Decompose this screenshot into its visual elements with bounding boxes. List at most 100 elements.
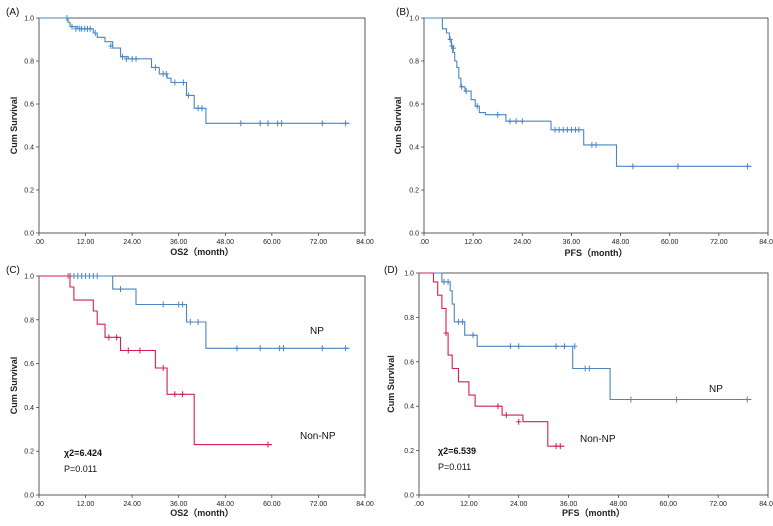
y-tick-label: 0.6 — [409, 102, 419, 109]
censor-mark — [257, 120, 263, 127]
x-tick-label: .00 — [34, 501, 44, 508]
plot-frame — [423, 17, 769, 234]
x-tick-label: 84.00 — [759, 239, 773, 246]
censor-mark — [137, 347, 143, 354]
censor-mark — [199, 105, 205, 112]
x-tick-label: .00 — [34, 239, 44, 246]
censor-mark — [319, 345, 325, 352]
y-tick-label: 0.6 — [24, 102, 34, 109]
y-tick-label: 1.0 — [404, 271, 414, 278]
km-panel-4: (D) 0.0 0.2 0.4 0.6 0.8 1.0 .00 12.00 24.00 36.00 4… — [384, 265, 773, 518]
censor-mark — [513, 118, 519, 125]
censor-mark — [234, 345, 240, 352]
x-tick-label: 84.00 — [356, 239, 374, 246]
censor-mark — [281, 345, 286, 352]
censor-mark — [460, 318, 466, 325]
censor-mark — [125, 347, 131, 354]
panel-label: (B) — [396, 7, 409, 18]
x-tick-label: 36.00 — [170, 501, 188, 508]
censor-mark — [553, 343, 559, 350]
censor-mark — [64, 15, 70, 21]
x-tick-label: 12.00 — [77, 501, 95, 508]
censor-mark — [470, 332, 476, 339]
y-tick-label: 0.6 — [404, 359, 414, 366]
y-axis-label: Cum Survival — [9, 357, 19, 415]
censor-mark — [119, 53, 125, 60]
x-tick-label: 72.00 — [710, 239, 728, 246]
censor-mark — [257, 345, 263, 352]
censor-mark — [123, 55, 129, 62]
censor-mark — [114, 334, 120, 341]
censor-mark — [118, 286, 123, 293]
survival-curve-non-np — [419, 272, 565, 447]
censor-mark — [180, 301, 186, 308]
x-tick-label: 24.00 — [123, 239, 141, 246]
y-tick-label: 0.0 — [404, 493, 414, 500]
y-axis-label: Cum Survival — [9, 97, 19, 155]
censor-mark — [133, 55, 139, 62]
panel-label: (C) — [6, 265, 20, 276]
chi-square-annotation: χ2=6.539 — [438, 446, 476, 456]
censor-mark — [495, 403, 501, 410]
censor-mark — [628, 396, 634, 403]
y-axis-label: Cum Survival — [393, 97, 403, 155]
x-tick-label: .00 — [414, 501, 424, 508]
x-tick-label: 84.00 — [759, 501, 773, 508]
censor-mark — [557, 443, 563, 450]
series-label: Non-NP — [580, 434, 616, 445]
censor-mark — [160, 301, 166, 308]
censor-mark — [343, 345, 349, 352]
y-tick-label: 1.0 — [24, 16, 34, 23]
y-tick-label: 0.2 — [409, 188, 419, 195]
censor-mark — [172, 391, 178, 398]
censor-mark — [675, 163, 681, 170]
censor-mark — [69, 23, 75, 30]
y-tick-label: 0.8 — [24, 317, 34, 324]
series-label: Non-NP — [300, 431, 336, 442]
censor-mark — [561, 343, 567, 350]
y-tick-label: 0.4 — [409, 145, 419, 152]
x-tick-label: 84.00 — [356, 501, 374, 508]
censor-mark — [265, 120, 271, 127]
x-tick-label: 36.00 — [563, 239, 581, 246]
censor-mark — [180, 391, 186, 398]
censor-mark — [674, 396, 680, 403]
censor-mark — [576, 126, 582, 133]
x-axis-label: OS2（month） — [170, 247, 234, 257]
censor-mark — [445, 278, 451, 285]
x-tick-label: 48.00 — [610, 501, 628, 508]
survival-curve-all — [424, 17, 752, 167]
censor-mark — [630, 163, 636, 170]
censor-mark — [516, 343, 522, 350]
censor-mark — [238, 120, 244, 127]
censor-mark — [744, 396, 750, 403]
y-tick-label: 0.8 — [409, 59, 419, 66]
p-value-annotation: P=0.011 — [64, 464, 97, 474]
x-axis-label: OS2（month） — [170, 508, 234, 518]
censor-mark — [94, 273, 100, 279]
km-panel-1: (A) 0.0 0.2 0.4 0.6 0.8 1.0 .00 12.00 24.00 36.00 4… — [6, 7, 374, 257]
censor-mark — [459, 83, 465, 90]
x-tick-label: 48.00 — [612, 239, 630, 246]
survival-curve-non-np — [39, 275, 272, 446]
censor-mark — [447, 36, 453, 43]
censor-mark — [519, 118, 525, 125]
y-tick-label: 0.0 — [409, 231, 419, 238]
plot-frame — [418, 272, 769, 496]
censor-mark — [443, 329, 449, 336]
x-tick-label: 60.00 — [263, 501, 281, 508]
x-tick-label: 36.00 — [170, 239, 188, 246]
censor-mark — [67, 273, 73, 279]
censor-mark — [586, 365, 592, 372]
censor-mark — [474, 103, 480, 110]
censor-mark — [195, 318, 201, 325]
y-tick-label: 0.2 — [24, 188, 34, 195]
x-tick-label: 48.00 — [217, 501, 235, 508]
x-tick-label: 12.00 — [77, 239, 95, 246]
x-axis-label: PFS（month） — [562, 508, 625, 518]
panel-label: (A) — [6, 7, 19, 18]
y-tick-label: 1.0 — [24, 274, 34, 281]
y-axis-label: Cum Survival — [386, 355, 396, 413]
y-tick-label: 0.8 — [404, 315, 414, 322]
